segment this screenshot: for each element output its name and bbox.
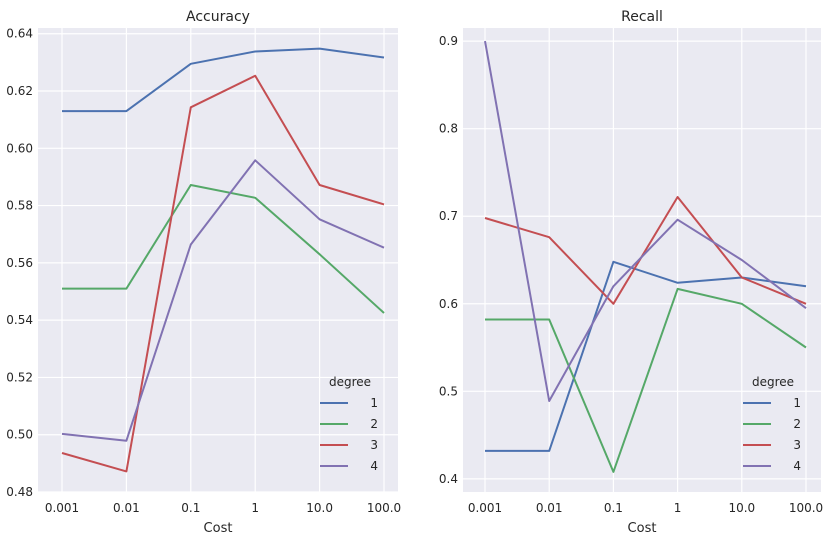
legend: degree 1 2 3 4	[743, 375, 801, 473]
y-tick-label: 0.58	[6, 199, 33, 213]
x-tick-label: 0.1	[604, 501, 623, 515]
series-line-degree-2	[485, 287, 807, 473]
series-line-degree-1	[62, 47, 385, 113]
legend-label: 2	[370, 417, 378, 431]
y-tick-label: 0.52	[6, 370, 33, 384]
y-tick-label: 0.8	[439, 122, 458, 136]
y-tick-label: 0.64	[6, 27, 33, 41]
y-tick-label: 0.50	[6, 428, 33, 442]
chart-panel-accuracy: 0.48 0.50 0.52 0.54 0.56 0.58 0.60 0.62 0.64 0.00…	[6, 9, 401, 536]
y-tick-label: 0.5	[439, 384, 458, 398]
legend-label: 4	[370, 459, 378, 473]
x-tick-label: 0.01	[113, 501, 140, 515]
x-tick-label: 1	[251, 501, 259, 515]
legend-label: 1	[370, 396, 378, 410]
x-tick-label: 0.1	[181, 501, 200, 515]
legend: degree 1 2 3 4	[320, 375, 378, 473]
x-axis-label: Cost	[204, 521, 233, 536]
legend-title: degree	[329, 375, 371, 389]
plot-background	[38, 28, 398, 492]
legend-title: degree	[752, 375, 794, 389]
y-tick-label: 0.9	[439, 34, 458, 48]
y-tick-label: 0.48	[6, 485, 33, 499]
plot-background	[463, 28, 821, 492]
x-tick-label: 100.0	[789, 501, 823, 515]
series-line-degree-4	[61, 159, 385, 442]
chart-panel-recall: 0.4 0.5 0.6 0.7 0.8 0.9 0.001 0.01 0.1 1 10.0 100.0…	[439, 9, 823, 536]
y-tick-label: 0.62	[6, 84, 33, 98]
y-tick-label: 0.54	[6, 313, 33, 327]
series-line-degree-1	[485, 260, 807, 452]
y-tick-label: 0.56	[6, 256, 33, 270]
series-line-degree-2	[62, 184, 385, 314]
x-tick-label: 0.001	[468, 501, 502, 515]
y-tick-label: 0.6	[439, 297, 458, 311]
legend-label: 3	[793, 438, 801, 452]
legend-label: 1	[793, 396, 801, 410]
x-tick-label: 0.01	[536, 501, 563, 515]
series-line-degree-3	[61, 74, 385, 473]
legend-label: 3	[370, 438, 378, 452]
legend-label: 4	[793, 459, 801, 473]
x-axis-label: Cost	[628, 521, 657, 536]
y-tick-label: 0.60	[6, 141, 33, 155]
chart-title: Accuracy	[186, 9, 250, 25]
x-tick-label: 1	[674, 501, 682, 515]
x-tick-label: 10.0	[306, 501, 333, 515]
y-tick-label: 0.4	[439, 472, 458, 486]
chart-title: Recall	[621, 9, 663, 25]
x-tick-label: 0.001	[45, 501, 79, 515]
x-tick-label: 10.0	[728, 501, 755, 515]
legend-label: 2	[793, 417, 801, 431]
x-tick-label: 100.0	[367, 501, 401, 515]
series-line-degree-4	[484, 40, 807, 402]
y-tick-label: 0.7	[439, 209, 458, 223]
series-line-degree-3	[484, 196, 807, 305]
